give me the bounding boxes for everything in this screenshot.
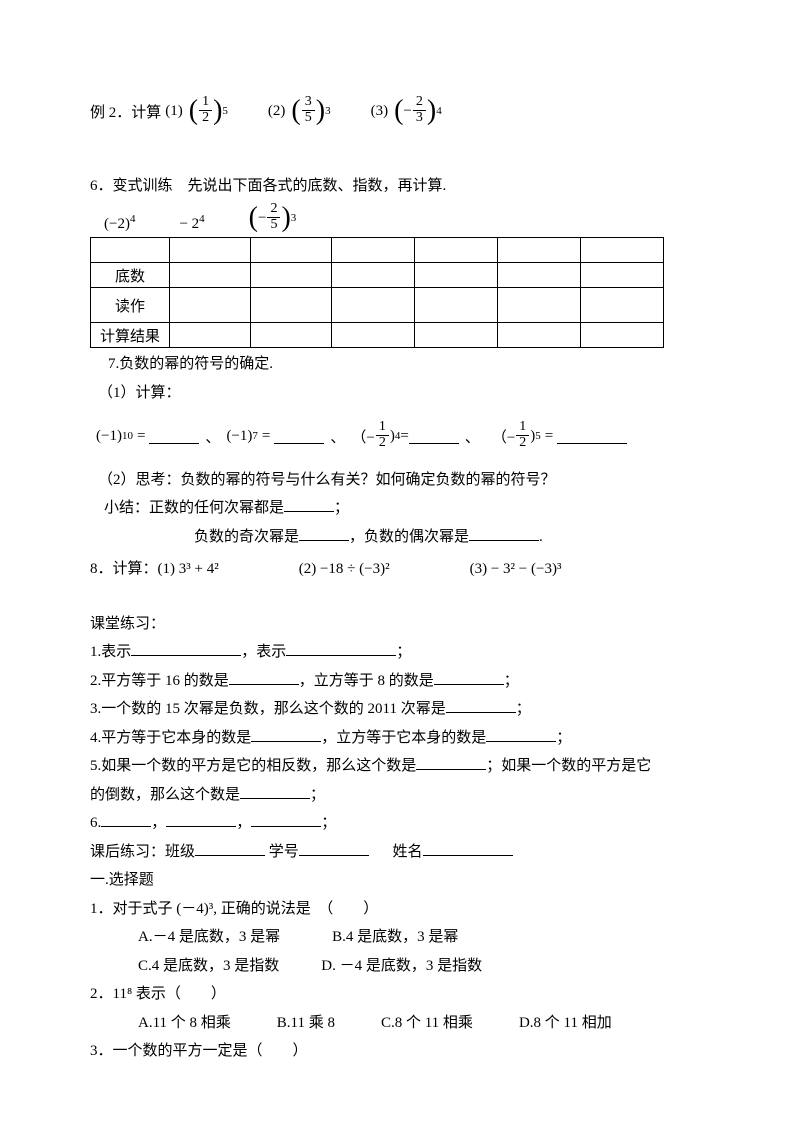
ex2-frac1: 1 2 [199, 95, 212, 125]
q8-row: 8．计算：(1) 3³ + 4² (2) −18 ÷ (−3)² (3) − 3… [90, 555, 710, 584]
hw-q1-row1: A.－4 是底数，3 是幂 B.4 是底数，3 是幂 [90, 923, 710, 952]
row-read-label: 读作 [91, 288, 170, 323]
q7-summary2: 负数的奇次幂是，负数的偶次幂是. [90, 523, 710, 552]
q6-table: 底数 读作 计算结果 [90, 237, 664, 348]
cw-6: 6.，，； [90, 809, 710, 838]
blank [149, 428, 199, 444]
cw-4: 4.平方等于它本身的数是，立方等于它本身的数是； [90, 724, 710, 753]
blank [409, 428, 459, 444]
q7-sub2: （2）思考：负数的幂的符号与什么有关？如何确定负数的幂的符号？ [90, 466, 710, 495]
ex2-frac2: 3 5 [302, 95, 315, 125]
ex2-p1-prefix: (1) [165, 103, 183, 120]
q7-calc-row: (−1)10 = 、 (−1)7 = 、 （− 1 2 )4 = 、 （− 1 … [96, 421, 710, 451]
hw-q1: 1．对于式子 (－4)³, 正确的说法是 （ ） [90, 895, 710, 924]
hw-q1-row2: C.4 是底数，3 是指数 D. －4 是底数，3 是指数 [90, 952, 710, 981]
hw-q2: 2．11⁸ 表示（ ） [90, 980, 710, 1009]
classwork-title: 课堂练习： [90, 610, 710, 639]
q7-sub1: （1）计算： [90, 379, 710, 408]
rparen-icon: ) [213, 97, 222, 125]
q7-label: 7.负数的幂的符号的确定. [90, 350, 710, 379]
q6-expressions: (−2)4 − 24 ( − 2 5 ) 3 [104, 203, 710, 233]
ex2-p2-prefix: (2) [268, 103, 286, 120]
hw-q2-opts: A.11 个 8 相乘 B.11 乘 8 C.8 个 11 相乘 D.8 个 1… [90, 1009, 710, 1038]
example2-label: 例 2．计算 [90, 101, 161, 122]
row-result-label: 计算结果 [91, 323, 170, 348]
homework-title: 课后练习：班级 学号 姓名 [90, 838, 710, 867]
example2-row: 例 2．计算 (1) ( 1 2 ) 5 (2) ( 3 5 ) 3 (3) (… [90, 96, 710, 126]
q7-summary1: 小结：正数的任何次幂都是； [90, 494, 710, 523]
row-base-label: 底数 [91, 263, 170, 288]
blank [557, 428, 627, 444]
hw-q3: 3．一个数的平方一定是（ ） [90, 1037, 710, 1066]
cw-1: 1.表示，表示； [90, 638, 710, 667]
ex2-frac3: 2 3 [413, 95, 426, 125]
blank [274, 428, 324, 444]
ex2-p3-prefix: (3) [371, 103, 389, 120]
cw-5a: 5.如果一个数的平方是它的相反数，那么这个数是；如果一个数的平方是它 [90, 752, 710, 781]
q6-label: 6．变式训练 先说出下面各式的底数、指数，再计算. [90, 172, 710, 201]
lparen-icon: ( [189, 97, 198, 125]
cw-5b: 的倒数，那么这个数是； [90, 781, 710, 810]
cw-3: 3.一个数的 15 次幂是负数，那么这个数的 2011 次幂是； [90, 695, 710, 724]
hw-section1: 一.选择题 [90, 866, 710, 895]
cw-2: 2.平方等于 16 的数是，立方等于 8 的数是； [90, 667, 710, 696]
